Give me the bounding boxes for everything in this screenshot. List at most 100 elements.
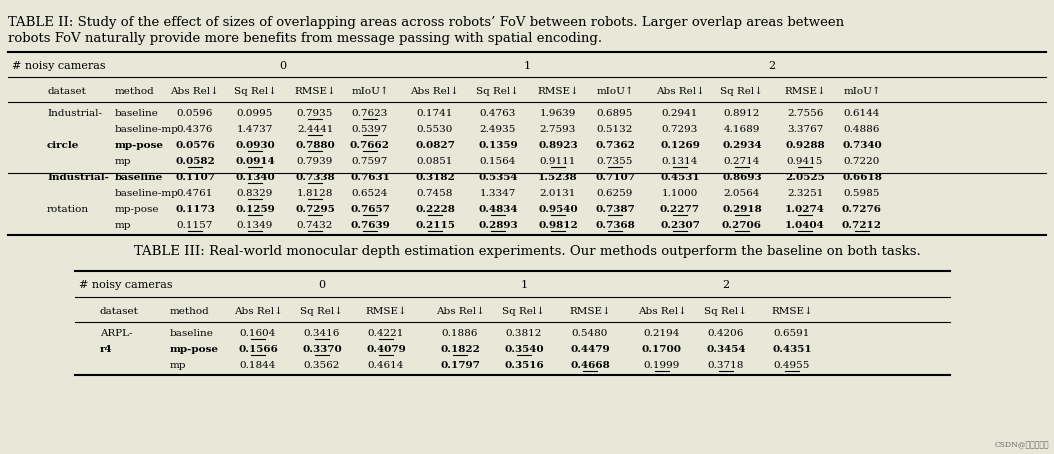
Text: 0.3416: 0.3416 [304,330,340,339]
Text: 0.9111: 0.9111 [540,158,577,167]
Text: RMSE↓: RMSE↓ [294,87,336,95]
Text: 0.7212: 0.7212 [842,222,882,231]
Text: 0.0582: 0.0582 [175,158,215,167]
Text: 0.5397: 0.5397 [352,125,388,134]
Text: 2.4441: 2.4441 [297,125,333,134]
Text: 2.7556: 2.7556 [787,109,823,118]
Text: 0.8693: 0.8693 [722,173,762,183]
Text: 1.1000: 1.1000 [662,189,698,198]
Text: mIoU↑: mIoU↑ [597,87,633,95]
Text: Industrial-: Industrial- [47,173,109,183]
Text: 0.4079: 0.4079 [366,345,406,355]
Text: 1.8128: 1.8128 [297,189,333,198]
Text: 0.1173: 0.1173 [175,206,215,214]
Text: 0.7340: 0.7340 [842,142,882,150]
Text: 0.1741: 0.1741 [416,109,453,118]
Text: mIoU↑: mIoU↑ [843,87,881,95]
Text: 0.2115: 0.2115 [415,222,455,231]
Text: 1.3347: 1.3347 [480,189,516,198]
Text: 0.1157: 0.1157 [177,222,213,231]
Text: RMSE↓: RMSE↓ [784,87,826,95]
Text: 0.7276: 0.7276 [842,206,882,214]
Text: 2: 2 [768,61,776,71]
Text: RMSE↓: RMSE↓ [569,306,611,316]
Text: 0.7293: 0.7293 [662,125,698,134]
Text: CSDN@我叫两万块: CSDN@我叫两万块 [994,441,1049,449]
Text: 0.8923: 0.8923 [539,142,578,150]
Text: 0.4351: 0.4351 [773,345,812,355]
Text: 1.4737: 1.4737 [237,125,273,134]
Text: 0.4531: 0.4531 [660,173,700,183]
Text: 0.8912: 0.8912 [724,109,760,118]
Text: TABLE III: Real-world monocular depth estimation experiments. Our methods outper: TABLE III: Real-world monocular depth es… [134,245,920,257]
Text: mp: mp [115,158,132,167]
Text: 0.2277: 0.2277 [660,206,700,214]
Text: 0.6591: 0.6591 [774,330,811,339]
Text: 0.7295: 0.7295 [295,206,335,214]
Text: baseline: baseline [115,109,159,118]
Text: method: method [115,87,155,95]
Text: 0.3718: 0.3718 [708,361,744,370]
Text: ARPL-: ARPL- [100,330,133,339]
Text: 0.7939: 0.7939 [297,158,333,167]
Text: RMSE↓: RMSE↓ [365,306,407,316]
Text: dataset: dataset [47,87,85,95]
Text: Abs Rel↓: Abs Rel↓ [656,87,704,95]
Text: 0.3562: 0.3562 [304,361,340,370]
Text: 0.7220: 0.7220 [844,158,880,167]
Text: 0: 0 [318,280,326,290]
Text: 0.0995: 0.0995 [237,109,273,118]
Text: 0.7880: 0.7880 [295,142,335,150]
Text: 0.2918: 0.2918 [722,206,762,214]
Text: 0.0596: 0.0596 [177,109,213,118]
Text: 0.1269: 0.1269 [660,142,700,150]
Text: 0.7623: 0.7623 [352,109,388,118]
Text: 0.4886: 0.4886 [844,125,880,134]
Text: mp-pose: mp-pose [115,142,164,150]
Text: 0.9288: 0.9288 [785,142,825,150]
Text: method: method [170,306,210,316]
Text: 1: 1 [524,61,530,71]
Text: Sq Rel↓: Sq Rel↓ [300,306,344,316]
Text: Sq Rel↓: Sq Rel↓ [503,306,546,316]
Text: mIoU↑: mIoU↑ [351,87,389,95]
Text: 0.9415: 0.9415 [787,158,823,167]
Text: 0.4834: 0.4834 [479,206,518,214]
Text: 0.3540: 0.3540 [504,345,544,355]
Text: 0.1564: 0.1564 [480,158,516,167]
Text: Sq Rel↓: Sq Rel↓ [704,306,747,316]
Text: mp-pose: mp-pose [170,345,219,355]
Text: Abs Rel↓: Abs Rel↓ [411,87,460,95]
Text: 1.0274: 1.0274 [785,206,825,214]
Text: 0.9812: 0.9812 [539,222,578,231]
Text: 0.5985: 0.5985 [844,189,880,198]
Text: 0.4479: 0.4479 [570,345,610,355]
Text: mp: mp [115,222,132,231]
Text: 0.8329: 0.8329 [237,189,273,198]
Text: 0.3370: 0.3370 [302,345,341,355]
Text: 0.4614: 0.4614 [368,361,404,370]
Text: 0.1604: 0.1604 [240,330,276,339]
Text: 0.2714: 0.2714 [724,158,760,167]
Text: baseline: baseline [115,173,163,183]
Text: 0.7458: 0.7458 [416,189,453,198]
Text: 0.5480: 0.5480 [572,330,608,339]
Text: 2.3251: 2.3251 [787,189,823,198]
Text: mp-pose: mp-pose [115,206,159,214]
Text: 0.9540: 0.9540 [539,206,578,214]
Text: 0.1999: 0.1999 [644,361,680,370]
Text: 0.0576: 0.0576 [175,142,215,150]
Text: 0.7662: 0.7662 [350,142,390,150]
Text: 0.4206: 0.4206 [708,330,744,339]
Text: 0.3454: 0.3454 [706,345,746,355]
Text: 0.2307: 0.2307 [660,222,700,231]
Text: 0.3516: 0.3516 [504,361,544,370]
Text: 0: 0 [279,61,287,71]
Text: 0.7639: 0.7639 [350,222,390,231]
Text: 0.7935: 0.7935 [297,109,333,118]
Text: 0.7368: 0.7368 [596,222,635,231]
Text: 0.1700: 0.1700 [642,345,682,355]
Text: mp: mp [170,361,187,370]
Text: 0.3812: 0.3812 [506,330,542,339]
Text: 0.6895: 0.6895 [597,109,633,118]
